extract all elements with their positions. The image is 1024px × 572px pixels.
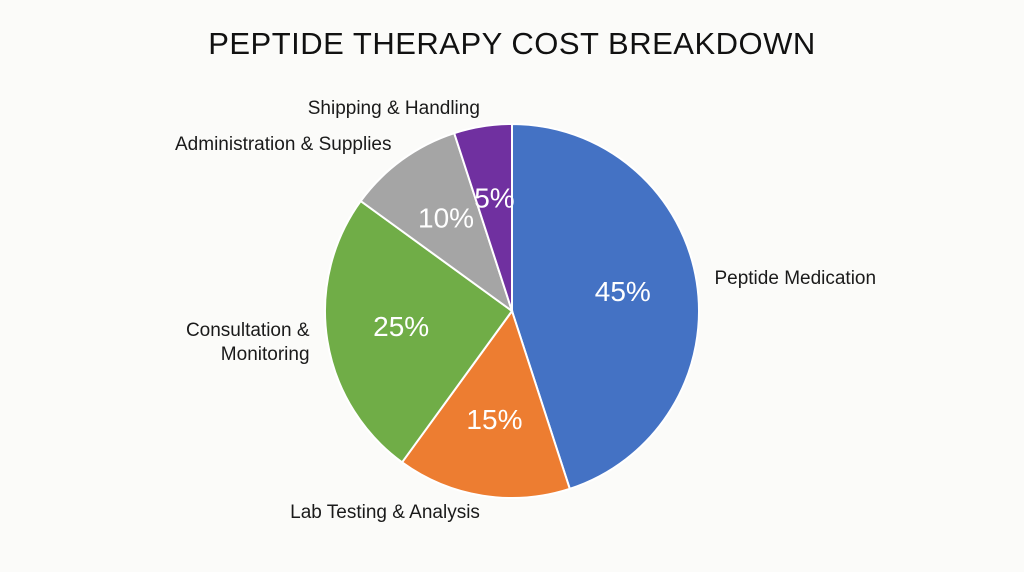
chart-title: PEPTIDE THERAPY COST BREAKDOWN (208, 26, 816, 61)
pie-slice (359, 131, 514, 314)
category-label: Peptide Medication (714, 267, 877, 289)
category-label: Shipping & Handling (307, 97, 480, 119)
category-label: Administration & Supplies (175, 134, 392, 156)
pie-slice (400, 308, 572, 499)
category-label: Consultation & Monitoring (185, 320, 310, 366)
pie-slice (452, 122, 513, 312)
slice-value-label: 10% (418, 203, 474, 234)
slice-value-label: 5% (474, 183, 514, 214)
slice-value-label: 15% (466, 404, 522, 435)
pie-slice (324, 199, 514, 464)
slice-value-label: 45% (595, 276, 651, 307)
slice-value-label: 25% (373, 311, 429, 342)
category-label: Lab Testing & Analysis (290, 502, 480, 524)
pie-slice (511, 122, 700, 491)
